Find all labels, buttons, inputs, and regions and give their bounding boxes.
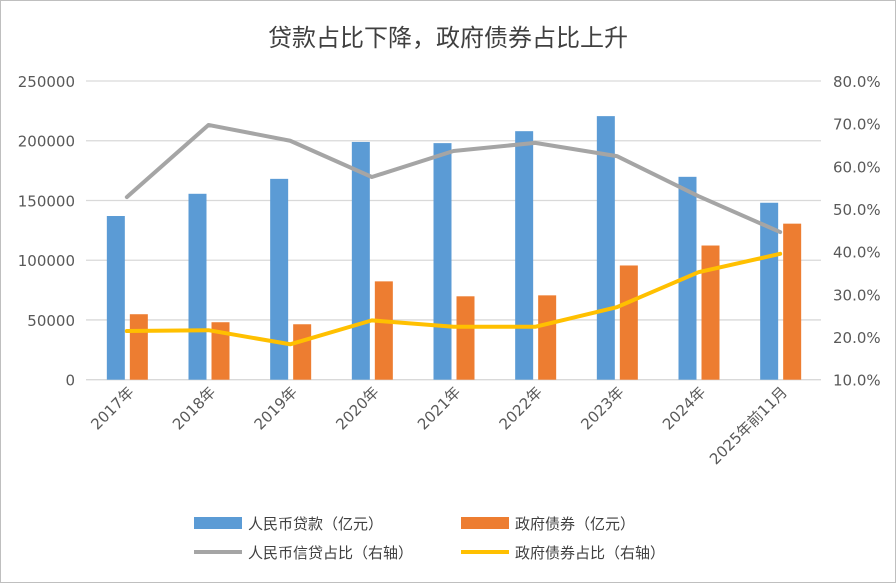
x-tick-label: 2025年前11月 bbox=[706, 383, 791, 468]
bar-loans bbox=[188, 193, 207, 380]
line-gov-bond-share bbox=[124, 251, 783, 347]
bar-loans bbox=[433, 143, 452, 380]
bar-loans bbox=[270, 178, 289, 380]
y-left-tick-label: 50000 bbox=[27, 312, 75, 330]
bar-loans bbox=[106, 216, 125, 380]
legend-label: 人民币信贷占比（右轴） bbox=[248, 544, 413, 562]
x-tick-label: 2021年 bbox=[414, 383, 464, 433]
legend-label: 人民币贷款（亿元） bbox=[248, 515, 383, 533]
bar-gov-bonds bbox=[211, 322, 230, 380]
legend-swatch bbox=[461, 517, 509, 529]
x-tick-label: 2017年 bbox=[87, 383, 137, 433]
bar-gov-bonds bbox=[374, 281, 393, 380]
x-tick-label: 2022年 bbox=[496, 383, 546, 433]
legend-label: 政府债券占比（右轴） bbox=[515, 544, 665, 562]
bar-loans bbox=[760, 202, 779, 380]
legend-swatch bbox=[194, 517, 242, 529]
bar-gov-bonds bbox=[619, 265, 638, 380]
x-tick-label: 2018年 bbox=[169, 383, 219, 433]
y-right-tick-label: 40.0% bbox=[833, 244, 881, 262]
y-right-tick-label: 30.0% bbox=[833, 286, 881, 304]
bar-gov-bonds bbox=[129, 314, 148, 380]
bar-loans bbox=[351, 141, 370, 380]
y-right-tick-label: 60.0% bbox=[833, 158, 881, 176]
bar-loans bbox=[515, 131, 534, 380]
bar-gov-bonds bbox=[701, 245, 720, 380]
y-right-tick-label: 10.0% bbox=[833, 372, 881, 390]
bar-loans bbox=[596, 116, 615, 380]
legend-label: 政府债券（亿元） bbox=[515, 515, 635, 533]
chart-title: 贷款占比下降，政府债券占比上升 bbox=[268, 24, 628, 52]
bar-gov-bonds bbox=[293, 324, 312, 380]
y-right-tick-label: 70.0% bbox=[833, 116, 881, 134]
y-right-tick-label: 20.0% bbox=[833, 329, 881, 347]
y-left-tick-label: 100000 bbox=[18, 252, 75, 270]
y-right-tick-label: 50.0% bbox=[833, 201, 881, 219]
y-left-tick-label: 250000 bbox=[18, 73, 75, 91]
x-tick-label: 2020年 bbox=[332, 383, 382, 433]
bar-gov-bonds bbox=[783, 223, 802, 380]
bar-gov-bonds bbox=[456, 296, 475, 380]
y-left-tick-label: 0 bbox=[65, 372, 75, 390]
x-tick-label: 2019年 bbox=[251, 383, 301, 433]
y-left-tick-label: 150000 bbox=[18, 192, 75, 210]
y-left-tick-label: 200000 bbox=[18, 133, 75, 151]
line-credit-share bbox=[124, 122, 783, 235]
y-right-tick-label: 80.0% bbox=[833, 73, 881, 91]
bar-gov-bonds bbox=[538, 295, 557, 380]
x-tick-label: 2024年 bbox=[659, 383, 709, 433]
x-tick-label: 2023年 bbox=[577, 383, 627, 433]
